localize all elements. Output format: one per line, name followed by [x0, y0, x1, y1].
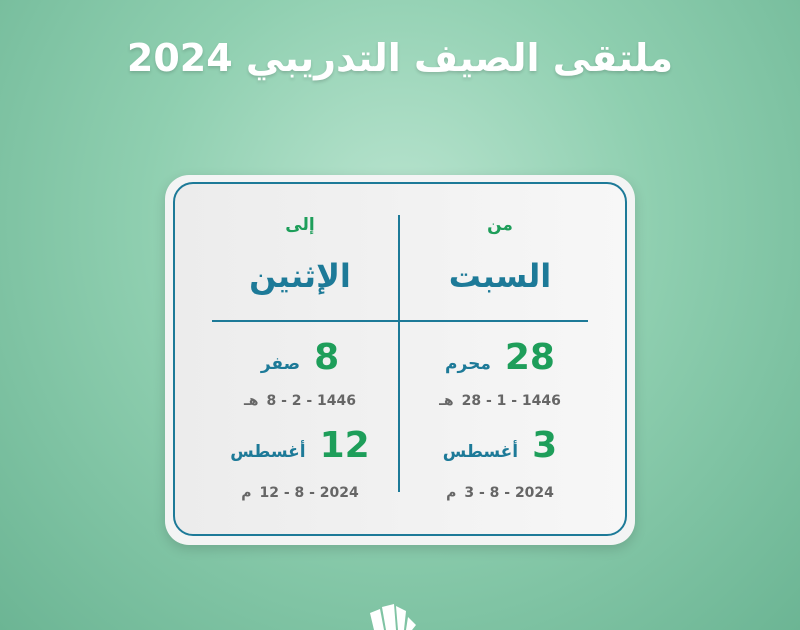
- to-greg-suffix: م: [241, 485, 252, 501]
- page-title: ملتقى الصيف التدريبي 2024: [126, 36, 674, 80]
- to-greg-month: أغسطس: [230, 442, 306, 462]
- horizontal-divider: [212, 320, 588, 322]
- to-hijri-month: صفر: [260, 354, 301, 374]
- date-card: من السبت 28 محرم هـ 28 - 1 - 1446 3 أغسطس…: [165, 175, 635, 545]
- from-label: من: [487, 215, 513, 235]
- from-hijri-month: محرم: [445, 354, 491, 374]
- to-greg-date: 12 - 8 - 2024: [259, 485, 359, 501]
- to-greg-day: 12: [319, 425, 370, 466]
- to-day: الإثنين: [249, 257, 351, 295]
- to-label: إلى: [285, 215, 315, 235]
- from-greg-suffix: م: [446, 485, 457, 501]
- from-hijri-date: 28 - 1 - 1446: [461, 393, 561, 409]
- card-border: [173, 182, 627, 536]
- from-greg-day: 3: [532, 425, 558, 466]
- from-hijri-day: 28: [504, 337, 555, 378]
- from-day: السبت: [448, 257, 552, 295]
- from-hijri-suffix: هـ: [439, 393, 454, 409]
- logo-icon: [370, 604, 416, 630]
- to-hijri-suffix: هـ: [243, 393, 259, 409]
- from-greg-date: 3 - 8 - 2024: [464, 485, 554, 501]
- from-greg-month: أغسطس: [442, 442, 519, 462]
- to-hijri-date: 8 - 2 - 1446: [266, 393, 357, 409]
- to-hijri-day: 8: [314, 337, 340, 378]
- vertical-divider: [398, 215, 400, 492]
